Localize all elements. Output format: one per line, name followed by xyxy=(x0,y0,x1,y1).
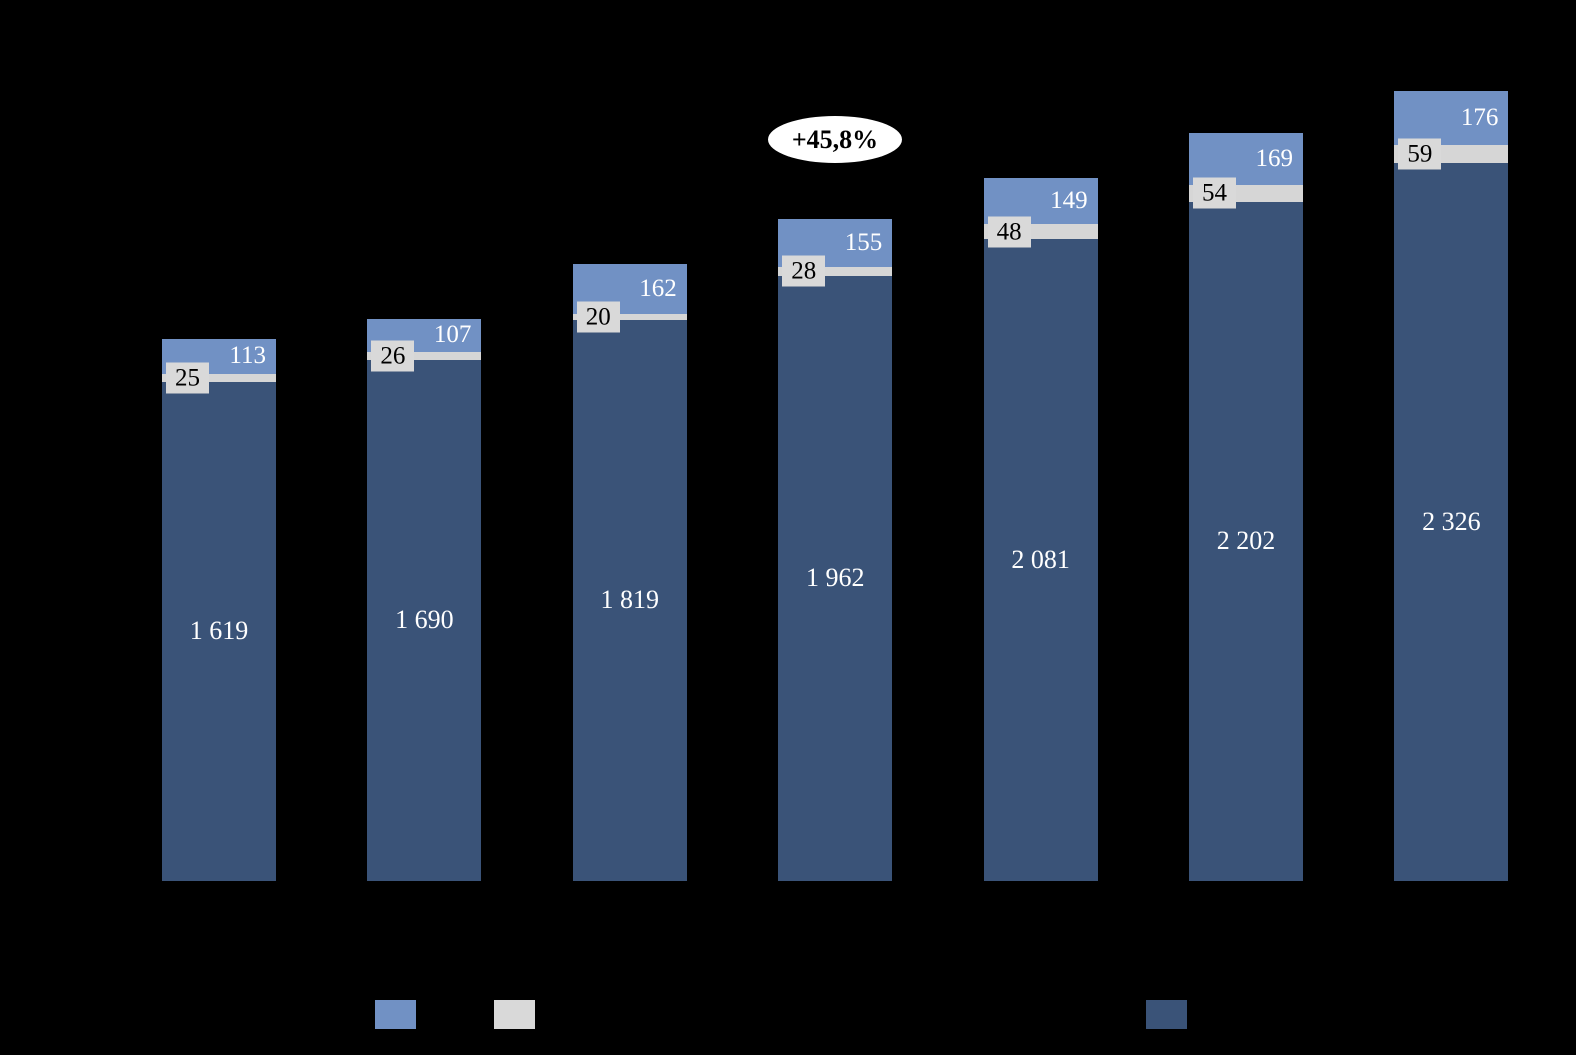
bar-segment-gray-segment xyxy=(367,351,482,360)
light-segment-value-label: 107 xyxy=(433,321,472,349)
dark-segment-value-label: 2 202 xyxy=(1216,526,1276,556)
bar-segment-dark-blue-segment xyxy=(778,275,893,881)
gray-segment-value-label: 54 xyxy=(1193,177,1236,209)
light-segment-value-label: 176 xyxy=(1460,104,1499,132)
legend-gray-swatch xyxy=(494,1000,535,1029)
growth-annotation: +45,8% xyxy=(768,116,902,163)
bar-segment-dark-blue-segment xyxy=(162,381,276,881)
bar-segment-gray-segment xyxy=(778,267,893,276)
gray-segment-value-label: 48 xyxy=(987,216,1031,248)
light-segment-value-label: 155 xyxy=(844,229,883,257)
dark-segment-value-label: 1 962 xyxy=(805,563,865,593)
light-segment-value-label: 149 xyxy=(1050,187,1088,215)
light-segment-value-label: 162 xyxy=(639,274,677,302)
legend-light-blue-swatch xyxy=(375,1000,416,1029)
bar-segment-dark-blue-segment xyxy=(367,359,482,881)
bar-segment-gray-segment xyxy=(572,313,687,320)
gray-segment-value-label: 20 xyxy=(576,301,620,333)
dark-segment-value-label: 1 819 xyxy=(600,585,660,615)
dark-segment-value-label: 2 081 xyxy=(1011,545,1070,574)
gray-segment-value-label: 28 xyxy=(782,255,826,287)
bar-segment-dark-blue-segment xyxy=(572,319,687,881)
bar-segment-light-blue-segment xyxy=(1394,90,1509,146)
bar-segment-dark-blue-segment xyxy=(983,239,1098,881)
dark-segment-value-label: 2 326 xyxy=(1422,507,1481,537)
bar-segment-dark-blue-segment xyxy=(1394,163,1509,881)
gray-segment-value-label: 59 xyxy=(1398,138,1442,170)
bar-segment-light-blue-segment xyxy=(1189,132,1303,185)
legend-dark-blue-swatch xyxy=(1146,1000,1187,1029)
bar-segment-dark-blue-segment xyxy=(1189,201,1303,881)
bar-segment-gray-segment xyxy=(162,373,276,382)
dark-segment-value-label: 1 619 xyxy=(189,616,249,646)
gray-segment-value-label: 25 xyxy=(166,362,209,394)
light-segment-value-label: 113 xyxy=(229,342,266,370)
gray-segment-value-label: 26 xyxy=(371,340,415,372)
light-segment-value-label: 169 xyxy=(1255,144,1294,172)
dark-segment-value-label: 1 690 xyxy=(395,605,454,635)
